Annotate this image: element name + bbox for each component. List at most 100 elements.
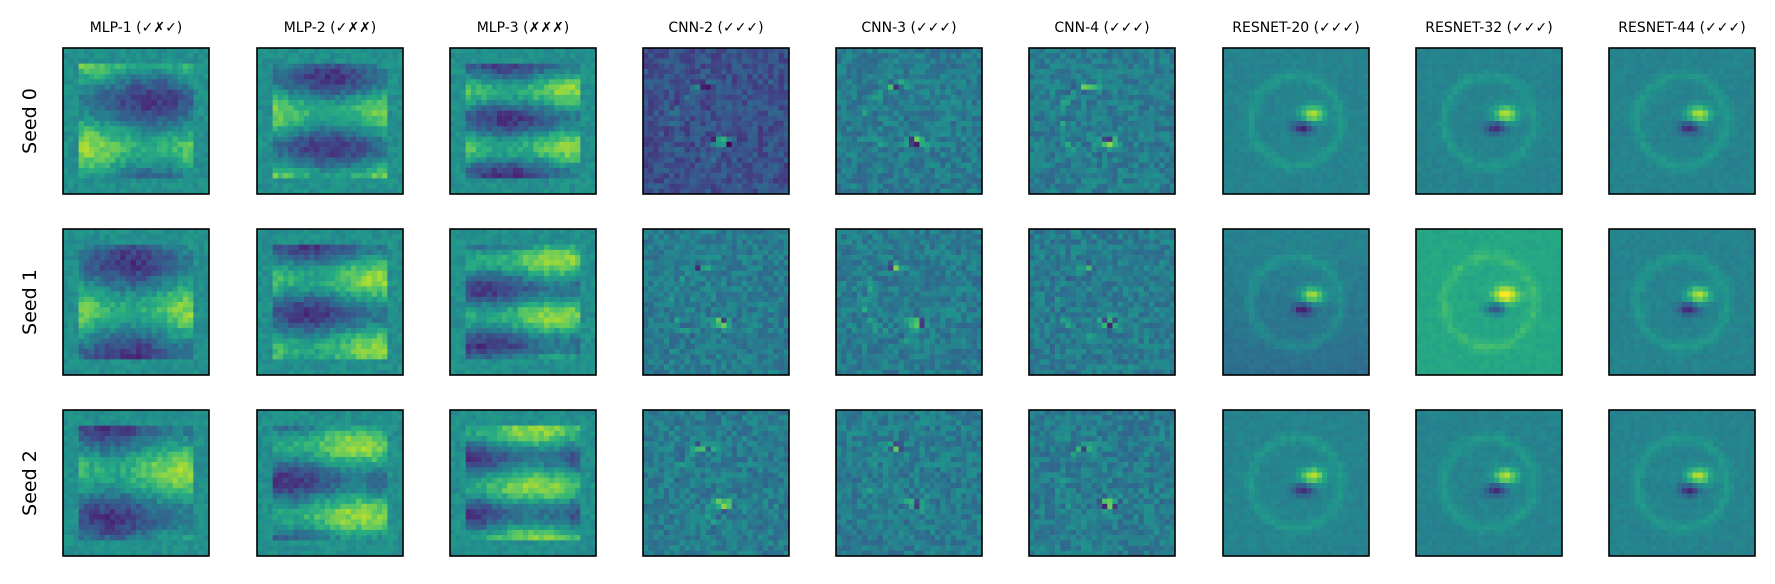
heatmap-cell	[768, 183, 774, 190]
heatmap-cell	[976, 84, 983, 91]
heatmap-cell	[914, 141, 920, 148]
heatmap-cell	[517, 167, 524, 174]
heatmap-cell	[1311, 58, 1318, 64]
heatmap-cell	[151, 74, 158, 80]
heatmap-cell	[309, 141, 315, 148]
heatmap-cell	[198, 126, 205, 132]
heatmap-cell	[1254, 58, 1260, 64]
heatmap-cell	[502, 157, 508, 164]
heatmap-cell	[109, 79, 116, 85]
heatmap-cell	[257, 147, 263, 153]
heatmap-cell	[141, 105, 147, 111]
heatmap-cell	[182, 79, 189, 85]
heatmap-cell	[141, 147, 147, 153]
heatmap-cell	[1301, 74, 1307, 80]
heatmap-cell	[1164, 74, 1171, 80]
heatmap-cell	[125, 84, 132, 91]
heatmap-cell	[721, 115, 727, 122]
heatmap-cell	[549, 157, 555, 164]
heatmap-cell	[643, 152, 649, 158]
heatmap-cell	[1148, 178, 1155, 184]
heatmap-cell	[288, 79, 294, 85]
heatmap-cell	[330, 58, 336, 64]
heatmap-cell	[872, 178, 879, 184]
heatmap-cell	[146, 126, 152, 132]
heatmap-cell	[966, 110, 972, 117]
heatmap-cell	[366, 48, 373, 54]
heatmap-cell	[862, 100, 868, 106]
heatmap-cell	[710, 105, 717, 111]
heatmap-cell	[648, 167, 654, 174]
heatmap-cell	[1143, 74, 1150, 80]
heatmap-cell	[1332, 63, 1339, 70]
heatmap-cell	[893, 84, 899, 91]
heatmap-cell	[167, 183, 173, 190]
heatmap-cell	[340, 188, 346, 195]
heatmap-cell	[376, 157, 383, 164]
heatmap-cell	[783, 188, 790, 195]
heatmap-cell	[862, 173, 868, 179]
heatmap-cell	[203, 58, 210, 64]
heatmap-cell	[136, 79, 142, 85]
heatmap-cell	[517, 105, 524, 111]
heatmap-cell	[961, 141, 967, 148]
heatmap-cell	[736, 162, 743, 169]
heatmap-cell	[721, 68, 727, 75]
heatmap-cell	[319, 126, 326, 132]
heatmap-cell	[1065, 89, 1072, 96]
heatmap-cell	[1055, 74, 1061, 80]
heatmap-cell	[736, 131, 743, 137]
heatmap-cell	[1249, 53, 1255, 59]
heatmap-cell	[752, 178, 759, 184]
heatmap-cell	[182, 68, 189, 75]
heatmap-cell	[747, 94, 753, 101]
heatmap-cell	[935, 89, 941, 96]
heatmap-cell	[773, 121, 779, 127]
heatmap-cell	[1154, 89, 1160, 96]
heatmap-cell	[130, 89, 137, 96]
heatmap-cell	[507, 178, 513, 184]
heatmap-cell	[523, 89, 529, 96]
heatmap-cell	[862, 141, 868, 148]
heatmap-cell	[89, 136, 95, 143]
heatmap-cell	[496, 100, 503, 106]
heatmap-cell	[267, 152, 273, 158]
heatmap-cell	[188, 157, 194, 164]
heatmap-cell	[1112, 152, 1118, 158]
heatmap-cell	[1060, 157, 1066, 164]
heatmap-cell	[371, 126, 378, 132]
heatmap-cell	[736, 53, 743, 59]
heatmap-cell	[762, 183, 769, 190]
heatmap-cell	[929, 89, 936, 96]
heatmap-cell	[115, 100, 121, 106]
heatmap-cell	[1091, 105, 1098, 111]
heatmap-cell	[162, 162, 168, 169]
heatmap-cell	[569, 167, 576, 174]
heatmap-cell	[528, 147, 534, 153]
heatmap-cell	[314, 94, 320, 101]
heatmap-cell	[130, 53, 137, 59]
heatmap-cell	[136, 136, 142, 143]
heatmap-cell	[136, 183, 142, 190]
heatmap-cell	[146, 68, 152, 75]
heatmap-cell	[1117, 94, 1124, 101]
heatmap-cell	[83, 188, 90, 195]
heatmap-cell	[1316, 74, 1323, 80]
heatmap-cell	[898, 115, 905, 122]
heatmap-cell	[585, 183, 592, 190]
heatmap-cell	[387, 121, 393, 127]
heatmap-cell	[862, 89, 868, 96]
heatmap-cell	[1148, 48, 1155, 54]
heatmap-cell	[523, 48, 529, 54]
heatmap-cell	[277, 126, 284, 132]
heatmap-cell	[914, 48, 920, 54]
heatmap-cell	[742, 105, 748, 111]
heatmap-cell	[919, 188, 925, 195]
heatmap-cell	[538, 167, 545, 174]
heatmap-cell	[94, 115, 100, 122]
heatmap-cell	[109, 94, 116, 101]
heatmap-cell	[1112, 157, 1118, 164]
heatmap-cell	[955, 63, 962, 70]
heatmap-cell	[533, 147, 539, 153]
heatmap-cell	[283, 188, 289, 195]
